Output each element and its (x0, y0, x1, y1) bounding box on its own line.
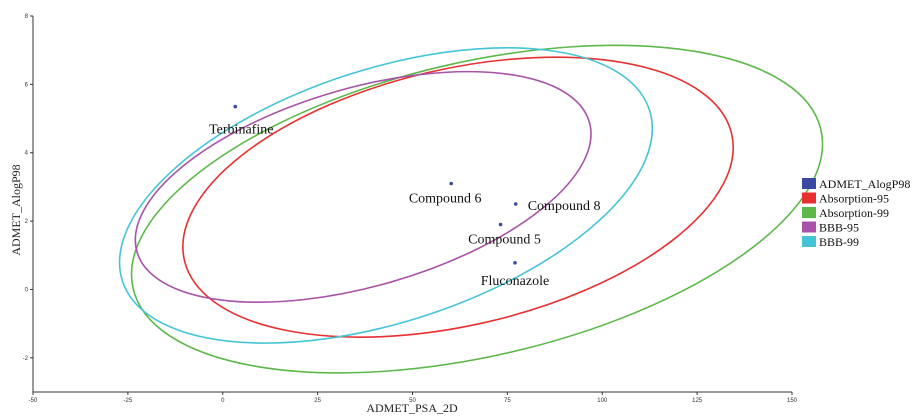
legend-swatch (802, 236, 816, 247)
ellipse-absorption-99 (130, 44, 824, 374)
legend-swatch (802, 192, 816, 204)
point-compound-6 (449, 181, 454, 186)
ellipse-bbb-99 (118, 47, 654, 344)
point-label-terbinafine: Terbinafine (209, 123, 273, 138)
legend-label: ADMET_AlogP98 (819, 177, 910, 191)
x-tick-label: 0 (221, 398, 225, 404)
confidence-ellipses (118, 44, 824, 374)
legend-label: BBB-99 (819, 235, 859, 249)
x-tick-label: 125 (692, 398, 703, 404)
x-tick-label: 50 (409, 398, 416, 404)
y-tick-label: 8 (25, 14, 29, 20)
y-tick-label: 6 (25, 82, 29, 88)
axes: -50 -25 0 25 50 75 100 125 150 -2 0 2 4 6 8 (23, 14, 798, 404)
ellipse-absorption-95 (182, 56, 734, 338)
point-fluconazole (513, 260, 517, 265)
data-points: Terbinafine Compound 6 Compound 8 Compound … (209, 104, 601, 289)
legend-label: Absorption-95 (819, 192, 889, 206)
x-tick-label: 150 (787, 398, 798, 404)
legend-label: BBB-95 (819, 221, 859, 235)
legend-swatch (802, 178, 816, 189)
ellipse-bbb-95 (134, 70, 592, 303)
legend-swatch (802, 207, 816, 218)
point-compound-5 (498, 222, 503, 227)
legend-label: Absorption-99 (819, 206, 889, 220)
y-tick-label: 4 (25, 151, 29, 157)
y-tick-label: -2 (23, 356, 29, 362)
legend: ADMET_AlogP98Absorption-95Absorption-99B… (802, 177, 910, 249)
point-compound-8 (513, 202, 518, 206)
point-label-compound-8: Compound 8 (528, 199, 601, 214)
y-tick-label: 2 (25, 219, 29, 225)
x-axis-title: ADMET_PSA_2D (366, 401, 458, 415)
x-tick-label: 25 (314, 398, 321, 404)
point-label-compound-6: Compound 6 (409, 191, 482, 206)
y-axis-title: ADMET_AlogP98 (9, 164, 23, 255)
x-tick-label: -25 (124, 398, 133, 404)
y-tick-label: 0 (25, 287, 29, 293)
x-tick-label: 100 (597, 398, 608, 404)
x-tick-label: -50 (29, 398, 38, 404)
legend-swatch (802, 221, 816, 233)
point-label-fluconazole: Fluconazole (481, 274, 549, 289)
point-terbinafine (233, 104, 238, 109)
point-label-compound-5: Compound 5 (468, 233, 541, 248)
x-tick-label: 75 (504, 398, 511, 404)
